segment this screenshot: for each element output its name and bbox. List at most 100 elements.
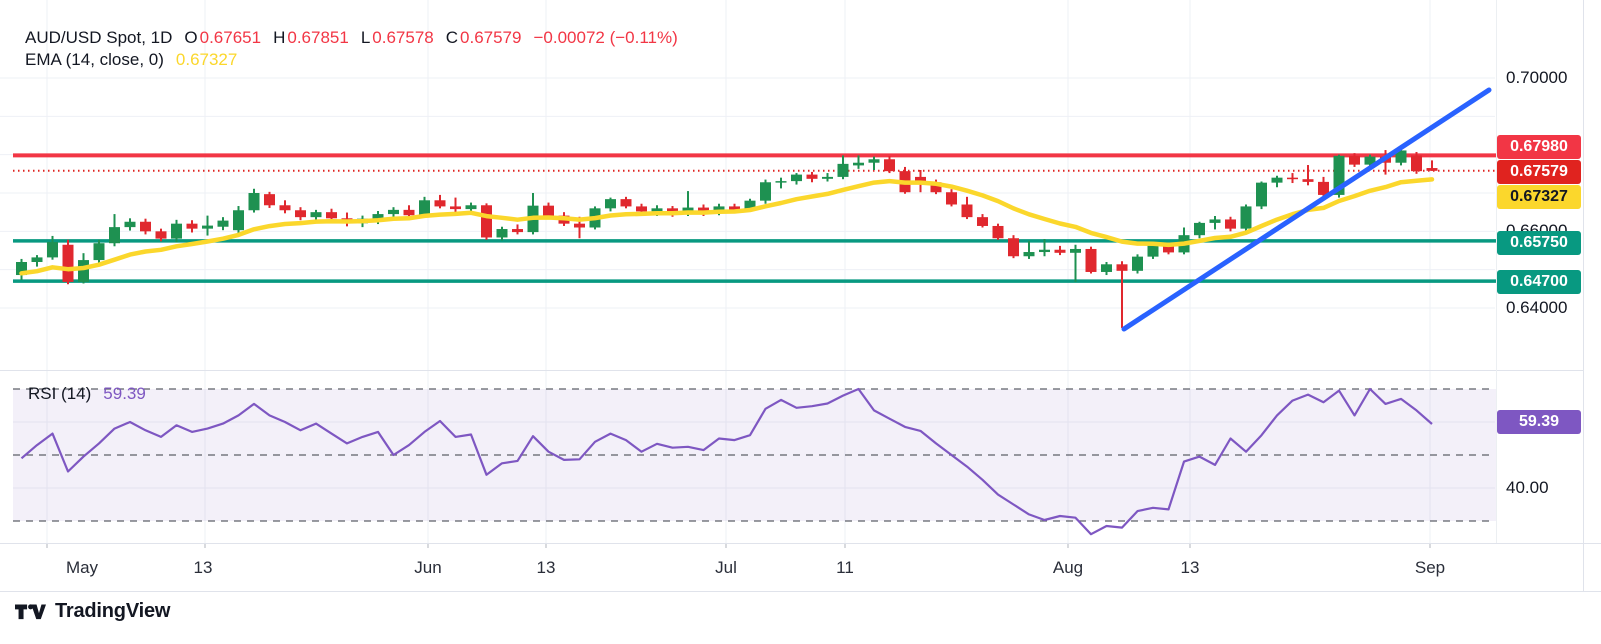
price-scale-badge: 0.67579: [1497, 160, 1581, 184]
ohlc-open: O 0.67651: [184, 28, 262, 47]
candle-body: [326, 212, 337, 219]
price-scale-badge: 59.39: [1497, 410, 1581, 434]
price-scale-badge: 0.67980: [1497, 135, 1581, 159]
tradingview-logo[interactable]: TradingView: [15, 600, 170, 623]
candle-body: [295, 210, 306, 218]
candle-body: [961, 204, 973, 218]
candle-body: [1054, 249, 1066, 253]
candle-body: [729, 206, 740, 210]
symbol-legend: AUD/USD Spot, 1D O 0.67651 H 0.67851 L 0.67…: [25, 28, 678, 48]
candle-body: [1271, 177, 1283, 183]
candle-body: [186, 223, 198, 229]
time-axis-label: 13: [193, 558, 213, 577]
time-axis-label: Aug: [1052, 558, 1084, 577]
ohlc-close: C 0.67579: [445, 28, 522, 47]
ema-line: [19, 177, 1435, 276]
candle-body: [915, 176, 926, 183]
candle-body: [403, 209, 415, 216]
ohlc-low: L 0.67578: [360, 28, 434, 47]
candle-body: [434, 200, 446, 207]
candle-body: [93, 243, 105, 261]
widget-right-border: [1583, 0, 1584, 591]
candle-body: [109, 227, 120, 244]
candle-body: [1132, 256, 1143, 271]
candle-body: [78, 260, 89, 282]
candle-body: [620, 199, 632, 207]
tradingview-logo-icon: [15, 603, 46, 619]
candle-body: [1349, 155, 1360, 165]
price-scale-badge: 0.67327: [1497, 185, 1581, 209]
candle-body: [279, 205, 291, 211]
candle-body: [1085, 248, 1097, 272]
candle-body: [946, 192, 957, 205]
ema-label: EMA (14, close, 0): [25, 50, 164, 69]
symbol-title: AUD/USD Spot, 1D: [25, 28, 173, 47]
candle-body: [1256, 182, 1267, 207]
candle-body: [651, 208, 663, 212]
candle-body: [496, 229, 508, 238]
time-axis-label: Jul: [715, 558, 737, 577]
candle-body: [698, 207, 709, 213]
ema-value: 0.67327: [175, 50, 238, 69]
candle-body: [837, 163, 849, 177]
candle-body: [450, 206, 461, 210]
change-value: −0.00072 (−0.11%): [533, 28, 678, 47]
candle-body: [1240, 206, 1252, 229]
ohlc-high: H 0.67851: [273, 28, 349, 47]
candle-body: [155, 231, 167, 239]
candle-body: [1302, 179, 1314, 182]
time-axis-label: May: [65, 558, 99, 577]
rsi-line: [20, 387, 1433, 536]
candle-body: [1008, 238, 1019, 257]
candle-body: [853, 162, 864, 166]
time-axis-label: 11: [836, 558, 854, 577]
rsi-label: RSI (14): [28, 384, 92, 403]
rsi-legend: RSI (14) 59.39: [28, 384, 146, 404]
candle-body: [806, 174, 818, 179]
price-scale-label: 40.00: [1506, 478, 1549, 497]
candle-body: [1147, 245, 1159, 257]
candle-body: [248, 193, 260, 211]
candle-body: [217, 220, 229, 227]
rsi-value: 59.39: [103, 384, 146, 403]
widget-bottom-border: [0, 591, 1601, 592]
price-scale-badge: 0.65750: [1497, 231, 1581, 255]
price-axis-separator: [1496, 0, 1497, 543]
candle-body: [1395, 150, 1407, 163]
time-axis[interactable]: May 13 Jun 13 Jul 11 Aug 13 Sep: [0, 543, 1601, 584]
candle-body: [1070, 248, 1081, 253]
candle-body: [124, 221, 136, 228]
candle-body: [791, 174, 802, 182]
candle-body: [1023, 252, 1035, 257]
candle-body: [930, 182, 942, 193]
candle-body: [977, 217, 988, 226]
candle-body: [372, 214, 384, 219]
candle-body: [1426, 168, 1438, 171]
candle-body: [1364, 156, 1376, 165]
time-axis-label: 13: [536, 558, 556, 577]
candle-body: [822, 176, 833, 179]
candle-body: [16, 262, 27, 276]
time-axis-label: 13: [1180, 558, 1200, 577]
pane-separator[interactable]: [0, 370, 1583, 371]
candle-body: [1209, 219, 1221, 223]
candle-body: [1411, 155, 1422, 172]
candle-body: [62, 244, 74, 282]
candle-body: [1163, 245, 1174, 253]
candle-body: [636, 206, 647, 212]
candle-body: [1225, 219, 1236, 229]
tradingview-logo-text: TradingView: [55, 600, 171, 622]
candle-body: [1101, 264, 1112, 272]
trendline: [1121, 87, 1492, 332]
candle-body: [1287, 177, 1298, 180]
candle-body: [992, 225, 1004, 239]
candle-body: [1194, 222, 1205, 236]
ema-legend: EMA (14, close, 0) 0.67327: [25, 50, 237, 70]
candle-body: [31, 257, 43, 262]
candle-body: [233, 210, 244, 231]
candle-body: [140, 221, 151, 232]
candle-body: [47, 242, 58, 258]
candle-body: [310, 212, 322, 218]
